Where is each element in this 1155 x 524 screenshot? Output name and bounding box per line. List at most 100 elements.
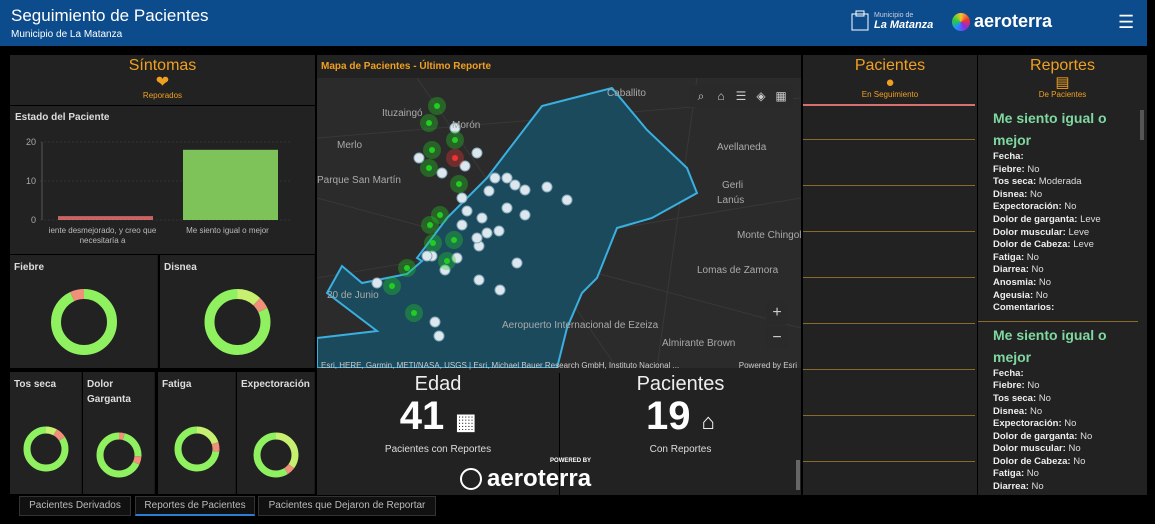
donut-segment[interactable] <box>253 432 299 478</box>
donut-segment[interactable] <box>23 426 69 472</box>
patient-row[interactable] <box>803 415 975 416</box>
patient-row[interactable] <box>803 185 975 186</box>
patient-marker[interactable] <box>561 194 573 206</box>
patient-marker[interactable] <box>489 172 501 184</box>
patient-point[interactable] <box>427 222 433 228</box>
patient-marker[interactable] <box>413 152 425 164</box>
patient-row[interactable] <box>803 461 975 462</box>
patient-row[interactable] <box>803 277 975 278</box>
report-field: Tos seca: No <box>993 392 1051 404</box>
patient-point[interactable] <box>430 240 436 246</box>
donut-segment[interactable] <box>174 426 220 472</box>
report-field: Fecha: <box>993 367 1024 379</box>
patient-marker[interactable] <box>429 316 441 328</box>
patient-row[interactable] <box>803 231 975 232</box>
basemap-gallery-icon[interactable]: ▦ <box>775 89 787 103</box>
patient-marker[interactable] <box>433 330 445 342</box>
donut-segment[interactable] <box>51 289 117 355</box>
patient-marker[interactable] <box>456 192 468 204</box>
patient-marker[interactable] <box>436 167 448 179</box>
aeroterra-globe-icon <box>952 12 970 31</box>
map-attribution[interactable]: Esri, HERE, Garmin, METI/NASA, USGS | Es… <box>321 361 680 370</box>
bar[interactable] <box>58 216 153 220</box>
place-label: Monte Chingolo <box>737 230 801 241</box>
patient-row[interactable] <box>803 369 975 370</box>
home-icon[interactable]: ⌂ <box>717 89 725 103</box>
patient-row[interactable] <box>803 323 975 324</box>
place-label: Almirante Brown <box>662 338 735 349</box>
patient-point[interactable] <box>456 181 462 187</box>
sintomas-header: Síntomas ❤ Reporados <box>10 55 315 105</box>
tab-pacientes-derivados[interactable]: Pacientes Derivados <box>19 496 131 516</box>
patient-marker[interactable] <box>456 219 468 231</box>
donut-disnea: Disnea <box>160 255 315 368</box>
report-field: Fiebre: No <box>993 163 1040 175</box>
map-view[interactable]: Caballito Ituzaingó Morón Merlo Avellaneda Pa… <box>317 78 801 368</box>
y-tick-label: 20 <box>26 137 36 147</box>
patient-marker[interactable] <box>519 184 531 196</box>
patient-marker[interactable] <box>519 209 531 221</box>
donut-segment[interactable] <box>96 432 142 478</box>
scrollbar[interactable] <box>796 460 800 490</box>
patient-marker[interactable] <box>481 227 493 239</box>
patient-marker[interactable] <box>371 277 383 289</box>
patient-point[interactable] <box>389 283 395 289</box>
donut-segment[interactable] <box>96 432 142 478</box>
patient-marker[interactable] <box>471 147 483 159</box>
patient-point[interactable] <box>437 212 443 218</box>
powered-by-aeroterra: aeroterra POWERED BY <box>460 458 591 492</box>
municipio-seal-icon <box>851 10 869 31</box>
patient-point[interactable] <box>404 265 410 271</box>
patient-marker[interactable] <box>449 122 461 134</box>
bar[interactable] <box>183 149 278 220</box>
patient-marker[interactable] <box>476 212 488 224</box>
donut-segment[interactable] <box>51 289 117 355</box>
patient-marker[interactable] <box>459 160 471 172</box>
donut-segment[interactable] <box>174 426 220 472</box>
patient-marker[interactable] <box>461 205 473 217</box>
patient-point[interactable] <box>426 120 432 126</box>
report-item[interactable]: Me siento igual o mejor Fecha: Fiebre: No T… <box>978 320 1138 494</box>
patient-row[interactable] <box>803 139 975 140</box>
patient-point[interactable] <box>426 165 432 171</box>
zoom-out-button[interactable]: − <box>766 327 788 349</box>
patient-point[interactable] <box>411 310 417 316</box>
donut-tos-seca: Tos seca <box>10 372 82 494</box>
patient-marker[interactable] <box>421 250 433 262</box>
patient-marker[interactable] <box>493 225 505 237</box>
report-field: Disnea: No <box>993 405 1043 417</box>
layers-icon[interactable]: ◈ <box>756 89 766 103</box>
reportes-list[interactable]: Me siento igual o mejor Fecha: Fiebre: No T… <box>978 107 1138 494</box>
patient-marker[interactable] <box>511 257 523 269</box>
patient-marker[interactable] <box>541 181 553 193</box>
patient-marker[interactable] <box>494 284 506 296</box>
hamburger-icon[interactable]: ☰ <box>1118 12 1135 32</box>
report-item[interactable]: Me siento igual o mejor Fecha: Fiebre: No T… <box>993 107 1138 315</box>
report-field: Expectoración: No <box>993 418 1077 430</box>
patient-marker[interactable] <box>439 264 451 276</box>
patient-marker[interactable] <box>501 202 513 214</box>
patient-marker[interactable] <box>471 232 483 244</box>
patient-marker[interactable] <box>473 274 485 286</box>
list-icon[interactable]: ☰ <box>735 89 747 103</box>
patient-marker[interactable] <box>483 185 495 197</box>
tab-pacientes-que-dejaron-de-reportar[interactable]: Pacientes que Dejaron de Reportar <box>258 496 436 516</box>
zoom-in-button[interactable]: + <box>766 302 788 324</box>
patient-point[interactable] <box>429 147 435 153</box>
search-icon[interactable]: ⌕ <box>697 89 705 103</box>
person-icon: ● <box>885 74 895 91</box>
tab-reportes-de-pacientes[interactable]: Reportes de Pacientes <box>135 496 255 516</box>
powered-by-esri[interactable]: Powered by Esri <box>738 361 797 370</box>
report-heading: Me siento igual o mejor <box>993 326 1107 365</box>
scrollbar[interactable] <box>1140 110 1144 140</box>
patient-marker[interactable] <box>451 252 463 264</box>
patient-marker[interactable] <box>509 179 521 191</box>
patient-point[interactable] <box>452 155 458 161</box>
patient-marker[interactable] <box>501 172 513 184</box>
patient-point[interactable] <box>434 103 440 109</box>
donut-segment[interactable] <box>204 289 271 355</box>
patient-point[interactable] <box>451 237 457 243</box>
pacientes-value: 19 <box>646 394 691 438</box>
patient-point[interactable] <box>444 258 450 264</box>
patient-point[interactable] <box>452 137 458 143</box>
